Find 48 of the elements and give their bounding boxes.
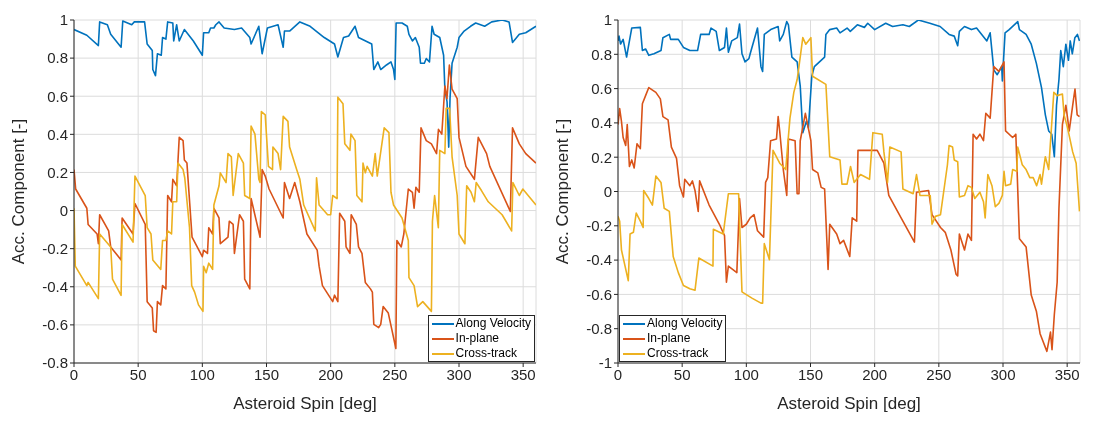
y-tick-label: -0.8 [42,354,68,372]
y-tick-label: -0.4 [586,251,612,269]
x-tick-label: 300 [446,365,472,383]
y-tick-label: -0.2 [586,217,612,235]
x-tick-label: 350 [510,365,536,383]
y-tick-label: 0.2 [47,163,68,181]
x-tick-label: 250 [926,365,952,383]
y-tick-label: 1 [603,11,612,29]
y-tick-label: -0.8 [586,320,612,338]
y-axis-title: Acc. Component [-] [9,118,29,265]
y-tick-label: 0.8 [591,45,612,63]
legend-label: In-plane [647,331,691,346]
y-tick-label: 0.6 [47,87,68,105]
y-tick-label: -1 [598,354,612,372]
legend-label: Along Velocity [647,316,723,331]
y-tick-label: 0 [603,182,612,200]
y-tick-label: 0.6 [591,79,612,97]
x-axis-title: Asteroid Spin [deg] [233,394,377,413]
line-series [74,64,536,350]
x-tick-label: 350 [1054,365,1080,383]
y-tick-label: -0.2 [42,239,68,257]
x-tick-label: 200 [862,365,888,383]
legend-label: Cross-track [647,346,709,361]
legend-label: Cross-track [455,346,517,361]
x-tick-label: 250 [382,365,408,383]
line-series [74,96,536,313]
x-tick-label: 300 [990,365,1016,383]
y-tick-label: -0.6 [586,285,612,303]
x-tick-label: 150 [253,365,280,383]
legend-label: Along Velocity [455,316,531,331]
x-tick-label: 50 [673,365,691,383]
y-tick-label: -0.6 [42,316,68,334]
x-tick-label: 100 [189,365,215,383]
y-tick-label: 1 [59,11,68,29]
y-tick-label: 0.4 [591,114,612,132]
x-tick-label: 150 [797,365,824,383]
y-tick-label: -0.4 [42,278,68,296]
y-tick-label: 0.4 [47,125,68,143]
x-tick-label: 200 [318,365,344,383]
line-series [618,36,1080,304]
legend-label: In-plane [455,331,499,346]
y-tick-label: 0.2 [591,148,612,166]
x-tick-label: 50 [129,365,147,383]
x-axis-title: Asteroid Spin [deg] [777,394,921,413]
y-tick-label: 0 [59,201,68,219]
x-tick-label: 100 [733,365,759,383]
y-axis-title: Acc. Component [-] [553,118,573,265]
y-tick-label: 0.8 [47,49,68,67]
